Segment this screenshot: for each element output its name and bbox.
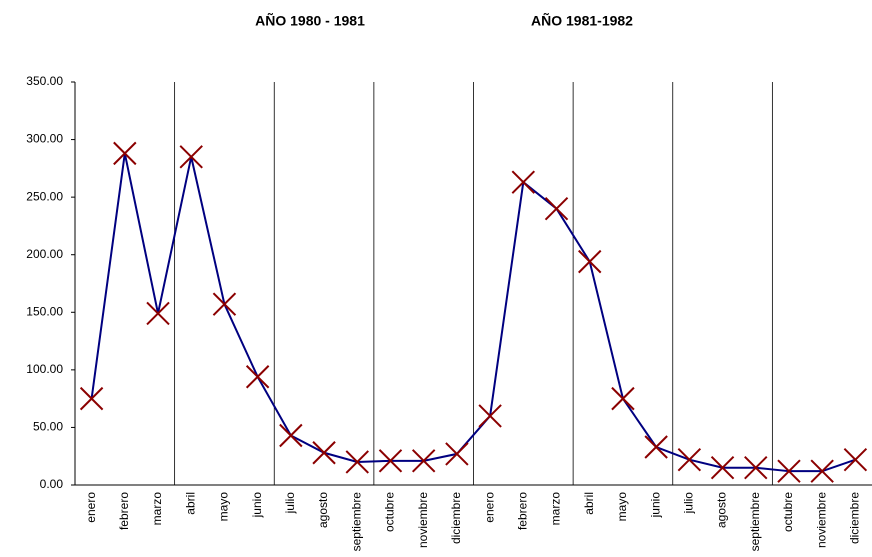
marker <box>810 459 834 483</box>
x-tick-label: noviembre <box>814 492 828 548</box>
x-tick-label: marzo <box>150 492 164 526</box>
annotation: AÑO 1980 - 1981 <box>255 12 365 29</box>
x-tick-label: octubre <box>781 492 795 532</box>
marker <box>146 301 170 326</box>
marker <box>710 456 735 480</box>
marker <box>179 145 203 169</box>
x-tick-label: abril <box>183 492 197 515</box>
x-tick-label: julio <box>682 492 696 515</box>
y-tick-label: 50.00 <box>33 420 63 434</box>
marker <box>578 249 602 274</box>
x-tick-label: agosto <box>316 492 330 528</box>
marker <box>445 442 469 466</box>
x-tick-label: diciembre <box>848 492 862 544</box>
marker <box>843 447 868 472</box>
marker <box>677 447 702 472</box>
y-tick-label: 150.00 <box>26 304 63 318</box>
marker <box>777 459 801 483</box>
x-tick-label: diciembre <box>449 492 463 544</box>
x-tick-label: enero <box>482 492 496 523</box>
marker <box>345 450 369 474</box>
marker <box>478 404 502 428</box>
annotation: AÑO 1981-1982 <box>531 12 633 29</box>
x-tick-label: septiembre <box>748 492 762 552</box>
x-tick-label: febrero <box>117 492 131 530</box>
x-tick-label: junio <box>648 492 662 519</box>
x-tick-label: julio <box>283 492 297 515</box>
y-tick-label: 300.00 <box>26 132 63 146</box>
marker <box>544 196 569 221</box>
x-tick-label: septiembre <box>349 492 363 552</box>
marker <box>245 365 270 389</box>
x-tick-label: marzo <box>549 492 563 526</box>
marker <box>511 170 536 194</box>
x-tick-label: abril <box>582 492 596 515</box>
x-tick-label: noviembre <box>416 492 430 548</box>
data-line <box>90 153 856 473</box>
x-tick-label: junio <box>250 492 264 519</box>
y-tick-label: 250.00 <box>26 189 63 203</box>
marker <box>113 141 137 166</box>
marker <box>411 449 436 473</box>
y-tick-label: 0.00 <box>40 477 64 491</box>
marker <box>378 449 403 473</box>
x-tick-label: febrero <box>515 492 529 530</box>
x-tick-label: mayo <box>615 492 629 522</box>
marker <box>312 441 336 465</box>
marker <box>744 456 768 480</box>
marker <box>212 292 237 316</box>
x-tick-label: enero <box>84 492 98 523</box>
x-tick-label: mayo <box>217 492 231 522</box>
x-tick-label: agosto <box>715 492 729 528</box>
marker <box>279 423 303 448</box>
x-tick-label: octubre <box>383 492 397 532</box>
y-tick-label: 100.00 <box>26 362 63 376</box>
y-tick-label: 200.00 <box>26 247 63 261</box>
marker <box>611 386 635 411</box>
y-tick-label: 350.00 <box>26 74 63 88</box>
marker <box>79 386 104 411</box>
marker <box>644 435 668 459</box>
